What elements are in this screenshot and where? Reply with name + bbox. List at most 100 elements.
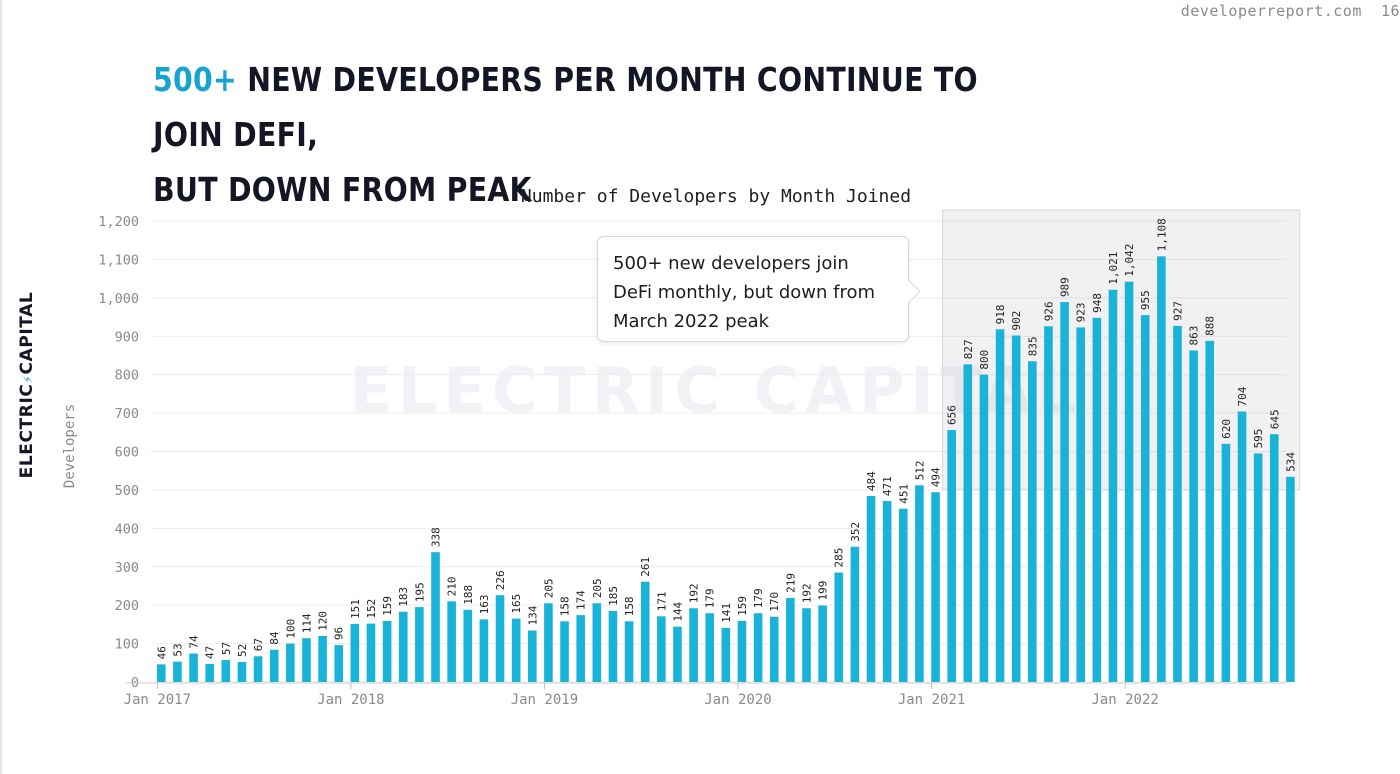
bar-value-label: 163	[478, 595, 491, 615]
bar-value-label: 171	[655, 591, 668, 611]
bar	[979, 374, 989, 682]
headline-line2: BUT DOWN FROM PEAK	[153, 170, 532, 209]
y-tick-label: 100	[115, 637, 139, 653]
bar	[737, 620, 747, 682]
x-axis: Jan 2017 Jan 2018 Jan 2019 Jan 2020 Jan 2021…	[124, 682, 1286, 708]
bar-value-label: 199	[817, 581, 830, 601]
y-tick-label: 1,000	[98, 291, 139, 307]
bar	[1028, 361, 1037, 682]
bar	[1286, 476, 1295, 682]
bar	[769, 616, 779, 682]
bar	[302, 638, 311, 682]
bar-value-label: 100	[284, 619, 297, 639]
bar-value-label: 205	[542, 578, 555, 598]
bar	[1237, 411, 1247, 682]
bar-value-label: 827	[962, 339, 975, 359]
bar	[963, 364, 973, 682]
bar-value-label: 835	[1026, 336, 1039, 356]
bar	[479, 619, 489, 682]
bar-value-label: 902	[1010, 311, 1023, 331]
headline-line1: NEW DEVELOPERS PER MONTH CONTINUE TO JOI…	[153, 60, 978, 154]
bar-value-label: 352	[849, 522, 862, 542]
bar	[592, 603, 602, 682]
bar	[560, 621, 569, 682]
bar-value-label: 134	[526, 605, 539, 625]
y-tick-label: 600	[115, 445, 139, 461]
bar-value-label: 645	[1268, 409, 1281, 429]
bar	[818, 605, 827, 682]
bar-value-label: 918	[994, 304, 1007, 324]
bar	[189, 653, 198, 682]
bar	[1221, 443, 1231, 682]
bar-value-label: 67	[252, 638, 265, 651]
bar	[366, 623, 376, 682]
bar-value-label: 620	[1220, 419, 1233, 439]
bar	[398, 611, 408, 682]
bar	[495, 595, 505, 682]
bar-value-label: 484	[865, 471, 878, 491]
bar-value-label: 656	[946, 405, 959, 425]
bar	[947, 429, 956, 682]
bar	[173, 661, 182, 682]
bar-value-label: 192	[801, 583, 814, 603]
bar	[995, 329, 1005, 682]
x-tick-label: Jan 2019	[511, 692, 578, 708]
bar-value-label: 170	[768, 592, 781, 612]
headline-accent: 500+	[153, 60, 238, 99]
bar-value-label: 800	[978, 350, 991, 370]
bar	[1092, 317, 1102, 682]
bar-value-label: 151	[349, 599, 362, 619]
bar-value-label: 955	[1139, 290, 1152, 310]
bar-value-label: 46	[155, 646, 168, 659]
bar	[689, 608, 698, 682]
bar-value-label: 989	[1059, 277, 1072, 297]
page-edge-rule	[0, 0, 2, 774]
chart-bars	[157, 256, 1295, 682]
bar	[705, 613, 715, 682]
bar	[382, 620, 392, 682]
y-tick-label: 300	[115, 560, 139, 576]
annotation-callout: 500+ new developers join DeFi monthly, b…	[597, 236, 921, 342]
bar-value-label: 285	[833, 548, 846, 568]
callout-line-1: 500+ new developers join	[613, 253, 849, 274]
bar	[1205, 340, 1215, 682]
bar-value-label: 195	[413, 582, 426, 602]
bar	[640, 581, 650, 682]
bar	[269, 649, 279, 682]
bar	[657, 616, 666, 682]
bar-value-label: 152	[365, 599, 378, 619]
bar	[1173, 325, 1182, 682]
y-tick-label: 200	[115, 598, 139, 614]
bar-value-label: 53	[171, 643, 184, 656]
bar-value-label: 1,108	[1155, 218, 1168, 251]
bar	[898, 508, 908, 682]
bar-value-label: 120	[317, 611, 330, 631]
y-tick-label: 700	[115, 406, 139, 422]
bar-value-label: 926	[1042, 301, 1055, 321]
y-tick-label: 1,200	[98, 214, 139, 230]
bar	[608, 610, 618, 682]
bar-value-label: 174	[575, 590, 588, 610]
x-tick-label: Jan 2021	[898, 692, 965, 708]
bar	[1044, 326, 1053, 682]
callout-line-2: DeFi monthly, but down from	[613, 282, 876, 303]
bar-value-label: 158	[623, 596, 636, 616]
bar-value-label: 704	[1236, 386, 1249, 406]
bar-value-label: 205	[591, 578, 604, 598]
bar	[431, 552, 440, 682]
site-url[interactable]: developerreport.com	[1180, 2, 1362, 20]
bar-value-label: 144	[671, 601, 684, 621]
bar-value-label: 927	[1171, 301, 1184, 321]
bar-value-label: 165	[510, 594, 523, 614]
site-header: developerreport.com 16	[1181, 2, 1400, 20]
bar	[1269, 434, 1279, 682]
bar	[1189, 350, 1198, 682]
y-tick-label: 500	[115, 483, 139, 499]
bar	[834, 572, 844, 682]
bar	[882, 501, 892, 682]
bar-value-label: 471	[881, 476, 894, 496]
bar-value-label: 179	[752, 588, 765, 608]
bar	[318, 635, 327, 682]
